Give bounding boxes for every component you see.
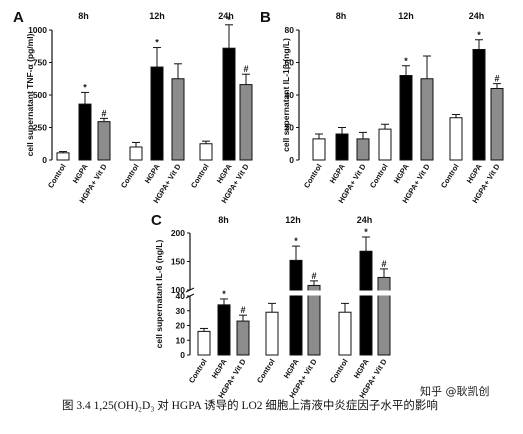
y-axis-title: cell supernatant TNF-α (pg/ml) [25, 33, 35, 156]
category-label: Control [439, 162, 461, 189]
significance-star: * [294, 236, 298, 246]
y-tick-label: 250 [33, 123, 47, 133]
significance-star: * [155, 38, 159, 48]
bar [239, 84, 253, 161]
significance-star: * [227, 15, 231, 25]
significance-hash: # [101, 108, 106, 118]
bar [236, 320, 250, 356]
bar [378, 128, 392, 161]
y-tick-label: 40 [285, 90, 295, 100]
category-label: Control [255, 357, 277, 384]
y-tick-label: 10 [176, 335, 186, 345]
bar [359, 250, 373, 356]
bar [150, 66, 164, 161]
significance-hash: # [381, 259, 386, 269]
significance-hash: # [240, 305, 245, 315]
bar [420, 78, 434, 161]
category-label: Control [328, 357, 350, 384]
bar [399, 75, 413, 161]
bar [338, 311, 352, 356]
y-tick-label: 60 [285, 58, 295, 68]
bar [307, 284, 321, 356]
time-point-label: 12h [285, 215, 301, 225]
y-tick-label: 40 [176, 291, 186, 301]
figure-caption: 图 3.4 1,25(OH)₂D₃ 对 HGPA 诱导的 LO2 细胞上清液中炎… [62, 398, 438, 412]
bar [377, 276, 391, 356]
y-tick-label: 30 [176, 306, 186, 316]
y-tick-label: 0 [289, 155, 294, 165]
y-tick-label: 20 [285, 123, 295, 133]
y-tick-label: 750 [33, 58, 47, 68]
bar [129, 146, 143, 161]
y-tick-label: 150 [171, 257, 185, 267]
significance-hash: # [243, 64, 248, 74]
panel-letter: B [260, 9, 271, 26]
panel-letter: A [13, 9, 24, 26]
category-label: HGPA [328, 162, 347, 185]
y-tick-label: 500 [33, 90, 47, 100]
category-label: HGPA [143, 162, 162, 185]
category-label: Control [119, 162, 141, 189]
y-tick-label: 80 [285, 25, 295, 35]
bar [335, 133, 349, 161]
category-label: Control [187, 357, 209, 384]
category-label: HGPA [71, 162, 90, 185]
category-label: Control [368, 162, 390, 189]
bar [265, 311, 279, 356]
bar [472, 49, 486, 161]
bar [222, 47, 236, 161]
y-tick-label: 100 [171, 285, 185, 295]
category-label: HGPA [210, 357, 229, 380]
bar [78, 103, 92, 161]
time-point-label: 12h [149, 11, 165, 21]
y-axis-title: cell supernatant IL-1β (ng/L) [281, 38, 291, 152]
y-tick-label: 20 [176, 321, 186, 331]
time-point-label: 24h [357, 215, 373, 225]
y-tick-label: 200 [171, 228, 185, 238]
category-label: Control [189, 162, 211, 189]
y-tick-label: 0 [42, 155, 47, 165]
watermark: 知乎 @耿凯创 [420, 384, 490, 398]
time-point-label: 24h [218, 11, 234, 21]
significance-star: * [404, 56, 408, 66]
bar [56, 152, 70, 161]
significance-hash: # [311, 271, 316, 281]
bar-break-gap [359, 290, 373, 296]
bar [199, 143, 213, 161]
time-point-label: 12h [398, 11, 414, 21]
bar-break-gap [377, 290, 391, 296]
category-label: Control [46, 162, 68, 189]
significance-star: * [477, 30, 481, 40]
significance-hash: # [494, 74, 499, 84]
y-axis-title: cell supernatant IL-6 (ng/L) [154, 240, 164, 349]
bar [97, 121, 111, 161]
time-point-label: 8h [218, 215, 229, 225]
bar [490, 88, 504, 161]
bar [356, 138, 370, 161]
category-label: Control [302, 162, 324, 189]
y-tick-label: 1000 [28, 25, 47, 35]
bar [289, 259, 303, 356]
bar [171, 78, 185, 161]
significance-star: * [83, 82, 87, 92]
y-tick-label: 0 [180, 350, 185, 360]
bar [449, 117, 463, 161]
significance-star: * [222, 289, 226, 299]
category-label: HGPA [392, 162, 411, 185]
bar [197, 330, 211, 356]
bar-break-gap [307, 290, 321, 296]
time-point-label: 8h [336, 11, 347, 21]
bar [312, 138, 326, 161]
significance-star: * [364, 227, 368, 237]
bar [217, 304, 231, 356]
panel-letter: C [151, 212, 162, 229]
time-point-label: 24h [469, 11, 485, 21]
time-point-label: 8h [78, 11, 89, 21]
bar-break-gap [289, 290, 303, 296]
chart-panel-b: B 0 20 40 60 80 cell supernatant IL-1β (ng/L) 8… [260, 9, 504, 205]
